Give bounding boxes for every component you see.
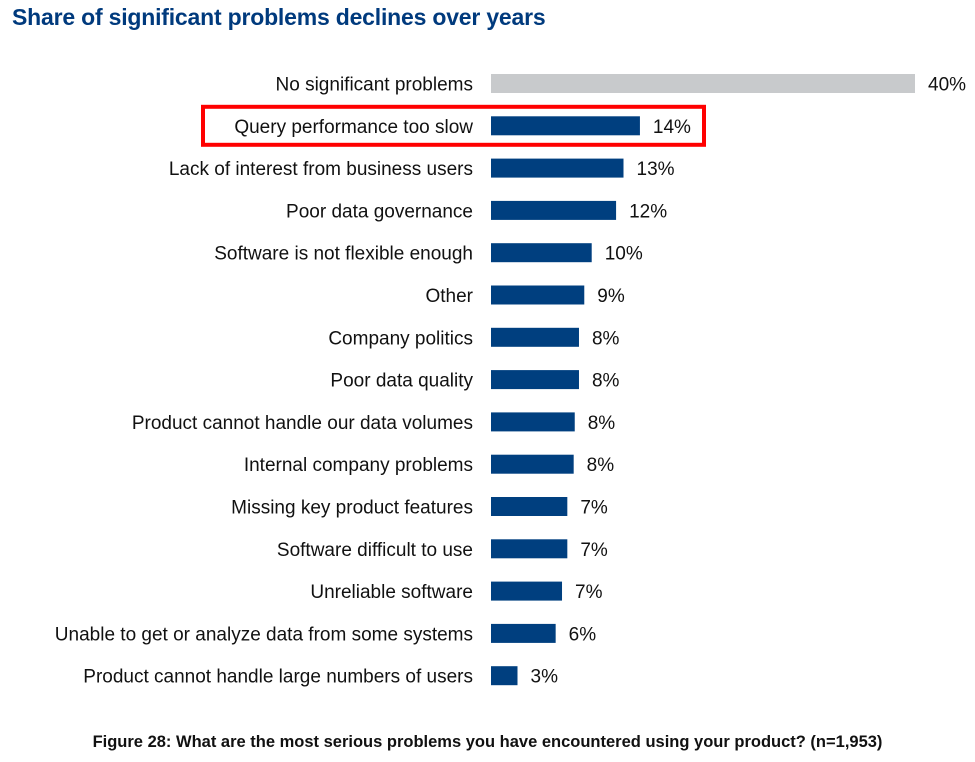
category-label: Software difficult to use — [277, 540, 473, 561]
bar — [491, 74, 915, 93]
bar — [491, 327, 579, 347]
value-label: 7% — [580, 498, 608, 519]
bar-chart: No significant problems 40% Query performa… — [55, 74, 966, 688]
category-label: Internal company problems — [244, 455, 473, 476]
value-label: 8% — [588, 413, 616, 434]
category-label: Missing key product features — [231, 498, 473, 519]
figure-caption: Figure 28: What are the most serious pro… — [92, 733, 883, 751]
bar — [491, 539, 568, 559]
value-label: 8% — [587, 455, 615, 476]
bar — [491, 454, 574, 474]
category-label: Poor data quality — [330, 371, 473, 392]
category-label: Unable to get or analyze data from some … — [55, 624, 473, 645]
value-label: 10% — [605, 244, 643, 265]
category-label: Company politics — [328, 328, 473, 349]
chart-title: Share of significant problems declines o… — [12, 4, 546, 30]
category-label: No significant problems — [276, 75, 473, 96]
category-label: Product cannot handle our data volumes — [132, 413, 473, 434]
bar — [491, 116, 640, 136]
bar — [491, 285, 585, 305]
category-label: Lack of interest from business users — [169, 159, 473, 180]
value-label: 7% — [575, 582, 603, 603]
value-label: 6% — [569, 624, 597, 645]
bar — [491, 412, 575, 432]
bar — [491, 370, 579, 390]
bar — [491, 497, 568, 516]
value-label: 8% — [592, 328, 620, 349]
category-label: Unreliable software — [310, 582, 473, 603]
value-label: 8% — [592, 371, 620, 392]
value-label: 7% — [580, 540, 608, 561]
bar — [491, 581, 563, 601]
bar — [491, 243, 592, 263]
value-label: 9% — [597, 286, 625, 307]
category-label: Query performance too slow — [234, 117, 473, 138]
value-label: 14% — [653, 117, 691, 138]
category-label: Poor data governance — [286, 201, 473, 222]
bar — [491, 666, 518, 686]
value-label: 12% — [629, 201, 667, 222]
value-label: 13% — [637, 159, 675, 180]
value-label: 40% — [928, 75, 966, 96]
category-label: Other — [425, 286, 473, 307]
value-label: 3% — [531, 667, 559, 688]
highlight-box — [201, 104, 706, 147]
bar — [491, 158, 624, 178]
category-label: Product cannot handle large numbers of u… — [83, 667, 473, 688]
category-label: Software is not flexible enough — [214, 244, 473, 265]
bar — [491, 200, 617, 220]
bar — [491, 623, 556, 643]
